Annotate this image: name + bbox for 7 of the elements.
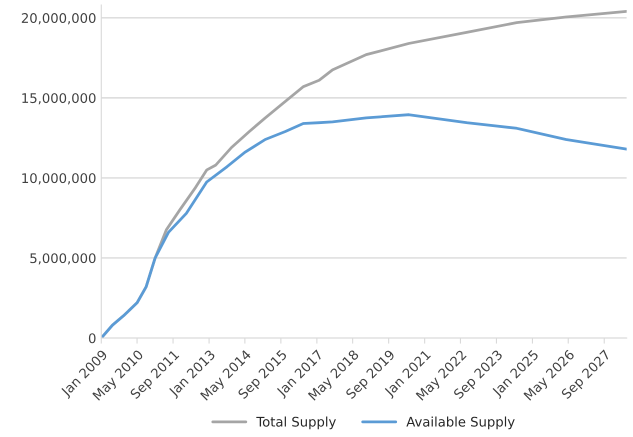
y-tick-label: 10,000,000: [22, 173, 96, 184]
y-tick-label: 0: [88, 333, 96, 344]
y-tick-label: 5,000,000: [30, 253, 96, 265]
legend-label: Total Supply: [256, 416, 336, 430]
y-tick-label: 20,000,000: [22, 13, 96, 24]
legend-label: Available Supply: [406, 416, 515, 430]
y-tick-label: 15,000,000: [22, 93, 96, 104]
